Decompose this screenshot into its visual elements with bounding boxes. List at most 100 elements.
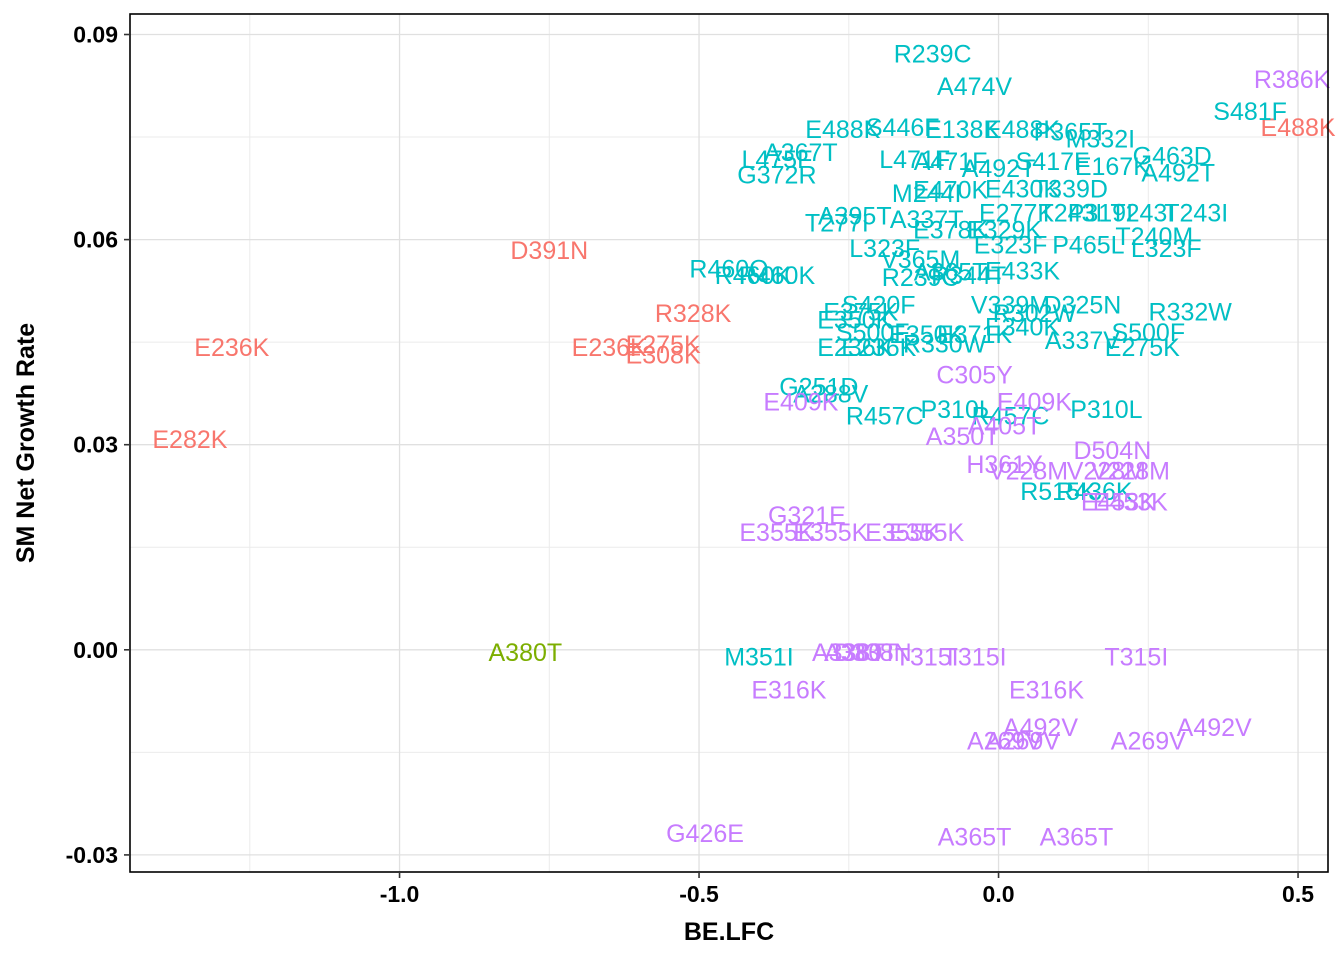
- point-label: E430K: [985, 175, 1060, 203]
- point-label: A492T: [962, 155, 1036, 183]
- point-label: A492V: [1003, 714, 1078, 742]
- point-label: T243I: [1110, 199, 1174, 227]
- point-label: L323F: [849, 235, 920, 263]
- point-label: A380T: [824, 639, 898, 667]
- point-label: E316K: [1009, 676, 1084, 704]
- point-label: P310L: [920, 396, 992, 424]
- point-label: A365T: [914, 259, 988, 287]
- point-label: A471F: [914, 148, 988, 176]
- point-label: R436K: [1056, 478, 1133, 506]
- point-label: R460Q: [689, 255, 768, 283]
- point-label: T315I: [943, 644, 1007, 672]
- x-tick-label: -0.5: [679, 881, 719, 907]
- point-label: V228M: [1067, 458, 1146, 486]
- point-label: M332I: [1066, 125, 1135, 153]
- point-label: R239C: [894, 41, 972, 69]
- point-label: A288V: [793, 380, 868, 408]
- y-tick-label: -0.03: [66, 842, 118, 868]
- point-label: E409K: [997, 389, 1072, 417]
- point-label: R302W: [993, 300, 1077, 328]
- point-label: E316K: [751, 676, 826, 704]
- point-label: T339D: [1033, 175, 1108, 203]
- point-label: A367T: [764, 139, 838, 167]
- point-label: A337V: [1045, 327, 1120, 355]
- point-label: A269V: [967, 728, 1042, 756]
- point-label: R457C: [846, 402, 924, 430]
- point-label: S446F: [866, 114, 940, 142]
- point-label: E355K: [739, 519, 814, 547]
- point-label: R457C: [972, 402, 1050, 430]
- point-label: E329K: [967, 216, 1042, 244]
- point-label: D325N: [1043, 292, 1121, 320]
- point-label: E378K: [913, 216, 988, 244]
- point-label: R239C: [882, 264, 960, 292]
- point-label: E355K: [865, 519, 940, 547]
- point-label: R344T: [931, 262, 1006, 290]
- point-label: S500F: [1111, 319, 1185, 347]
- point-label: P310L: [1070, 396, 1142, 424]
- point-label: T243I: [1038, 199, 1102, 227]
- point-label: E282K: [152, 426, 227, 454]
- y-tick-label: 0.00: [73, 637, 118, 663]
- plot-panel-border: [129, 13, 1329, 873]
- point-label: E167K: [1075, 153, 1150, 181]
- point-label: R460K: [739, 262, 816, 290]
- point-label: E236K: [841, 334, 916, 362]
- point-label: E275K: [626, 331, 701, 359]
- point-labels: R386K E488K D391N R328K E236K E236K E275KE308K…: [152, 41, 1336, 852]
- point-label: T240M: [1115, 223, 1193, 251]
- point-label: L475F: [741, 146, 812, 174]
- x-axis: -1.0 -0.5 0.0 0.5: [380, 872, 1314, 907]
- plot-panel-background: [130, 14, 1328, 872]
- point-label: S417F: [1016, 148, 1090, 176]
- y-axis-title: SM Net Growth Rate: [12, 323, 40, 563]
- point-label: R515K: [1020, 478, 1097, 506]
- point-label: E371K: [937, 321, 1012, 349]
- point-label: E350K: [889, 321, 964, 349]
- point-label: R386K: [1254, 66, 1331, 94]
- point-label: A337T: [890, 206, 964, 234]
- point-label: S500F: [836, 319, 910, 347]
- point-label: E236K: [194, 334, 269, 362]
- point-label: G426E: [666, 820, 744, 848]
- major-gridlines: [130, 14, 1328, 872]
- y-tick-label: 0.09: [73, 22, 118, 48]
- y-tick-label: 0.06: [73, 227, 118, 253]
- point-label: M351I: [724, 644, 793, 672]
- point-label: V339M: [971, 292, 1050, 320]
- point-label: E375K: [823, 298, 898, 326]
- point-label: G321E: [768, 502, 846, 530]
- point-label: D391N: [510, 237, 588, 265]
- x-tick-label: 0.0: [983, 881, 1015, 907]
- point-label: R330W: [903, 331, 987, 359]
- point-label: G463D: [1133, 143, 1212, 171]
- point-label: A350T: [926, 423, 1000, 451]
- x-tick-label: -1.0: [380, 881, 420, 907]
- point-label: G251D: [779, 374, 858, 402]
- point-label: E488K: [1261, 114, 1336, 142]
- point-label: M244I: [892, 180, 961, 208]
- point-label: A269V: [985, 728, 1060, 756]
- point-label: R328K: [655, 300, 732, 328]
- point-label: A365T: [938, 823, 1012, 851]
- y-axis: -0.03 0.00 0.03 0.06 0.09: [66, 22, 130, 868]
- point-label: E488K: [805, 116, 880, 144]
- point-label: A365T: [1040, 823, 1114, 851]
- point-label: S481F: [1213, 98, 1287, 126]
- point-label: A338T: [812, 639, 886, 667]
- point-label: T315I: [1104, 644, 1168, 672]
- point-label: T277I: [805, 210, 869, 238]
- point-label: C305Y: [936, 361, 1013, 389]
- point-label: L471F: [879, 146, 950, 174]
- point-label: S420F: [842, 292, 916, 320]
- point-label: P465L: [1052, 231, 1124, 259]
- point-label: E308K: [626, 341, 701, 369]
- point-label: A395T: [818, 203, 892, 231]
- point-label: E470K: [913, 177, 988, 205]
- point-label: A492V: [1177, 714, 1252, 742]
- point-label: A269V: [1111, 728, 1186, 756]
- point-label: P319I: [1068, 199, 1133, 227]
- point-label: L323F: [1131, 235, 1202, 263]
- point-label: V228M: [989, 458, 1068, 486]
